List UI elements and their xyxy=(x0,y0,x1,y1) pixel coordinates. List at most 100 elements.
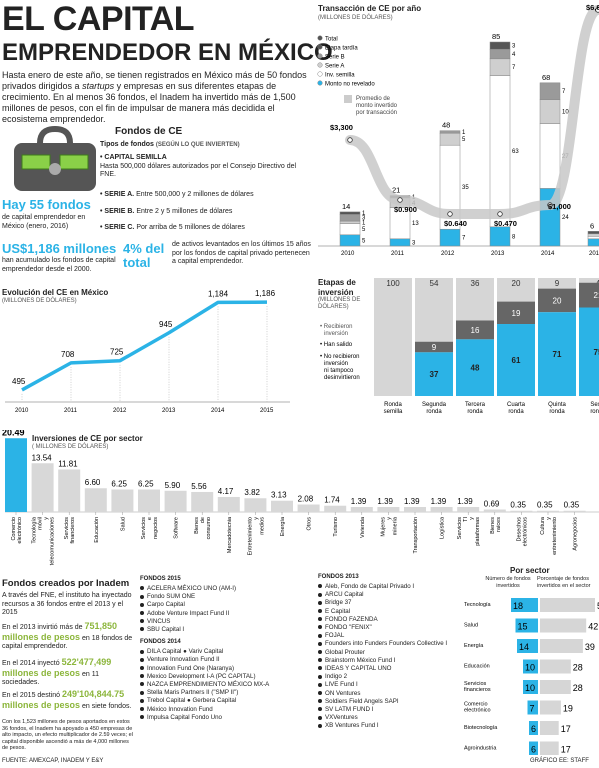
sector-bar xyxy=(5,438,27,512)
segment-label: 3 xyxy=(412,240,416,246)
monto-no-revelado-bar xyxy=(439,228,461,247)
sector-value-label: 1.39 xyxy=(351,497,367,506)
sector-bar xyxy=(324,505,347,512)
fund-item: SBU Capital I xyxy=(140,626,312,634)
sector-title: Inversiones de CE por sector xyxy=(32,434,143,443)
x-tick-label: ronda xyxy=(426,409,442,415)
num-bar xyxy=(527,700,538,715)
source-text: FUENTE: AMEXCAP, INADEM Y E&Y xyxy=(2,758,104,764)
total-label: 14 xyxy=(342,202,350,211)
sector-tick-group: Servicios financieros xyxy=(64,517,76,544)
legend-label: • No recibieron xyxy=(320,354,359,360)
sector-bar xyxy=(271,500,293,512)
sector-bar xyxy=(377,506,400,512)
sector-tick-group: Servicios TI y plataformas xyxy=(457,517,481,546)
segment-label: 1 xyxy=(362,220,366,226)
total-label: 68 xyxy=(542,73,550,82)
sector-tick-group: Bienes raíces xyxy=(490,517,502,534)
fund-item: ON Ventures xyxy=(318,690,478,698)
fund-item: FONDO FAZENDA xyxy=(318,616,478,624)
promedio-label: por transacción xyxy=(356,110,397,116)
legend-label: inversión xyxy=(324,331,348,337)
sector-tick-group: Servicios e negocios xyxy=(141,517,159,540)
fund-item: Brainstorm México Fund I xyxy=(318,657,478,665)
x-tick-label: semilla xyxy=(384,409,403,415)
no-recibieron-bar xyxy=(456,339,494,396)
sector-bar xyxy=(430,506,453,512)
pct-label: 42 xyxy=(588,622,598,632)
num-label: 6 xyxy=(531,745,536,755)
sector-value-label: 0.35 xyxy=(510,501,526,510)
segment-label: 4 xyxy=(512,52,516,58)
recibieron-bar xyxy=(456,278,494,321)
x-tick-label: 2013 xyxy=(491,251,505,257)
promedio-label: Promedio de xyxy=(356,96,391,102)
fund-item: VXVentures xyxy=(318,714,478,722)
x-tick-label: Quinta xyxy=(548,402,566,408)
sector-tick-label: Otros xyxy=(307,517,313,531)
serie-a-bar xyxy=(587,233,599,237)
num-label: 6 xyxy=(531,724,536,734)
fund-item: Innovation Fund One (Naranya) xyxy=(140,665,312,673)
legend-label: Etapa tardía xyxy=(325,46,358,52)
sector-tick-label: TI xyxy=(463,517,469,522)
sector-tick-label: móvil xyxy=(38,517,44,530)
trans-title: Transacción de CE por año xyxy=(318,4,422,13)
sector-bar xyxy=(138,489,160,512)
sector-tick-group: Energía xyxy=(280,516,286,536)
sector-tick-group: Transportación xyxy=(413,517,419,553)
sector-value-label: 1.39 xyxy=(377,497,393,506)
han-salido-bar xyxy=(579,282,599,308)
x-tick-label: 2011 xyxy=(64,408,78,414)
hay-fondos-desc: de capital emprendedor en México (enero,… xyxy=(2,214,86,230)
sector-tick-label: e xyxy=(147,517,153,520)
sector-tick-label: y xyxy=(44,517,50,520)
serie-b-bar xyxy=(339,214,361,222)
inv-semilla-bar xyxy=(489,75,511,228)
sector-value-label: 6.60 xyxy=(85,478,101,487)
sector-tick-label: Comercio xyxy=(11,517,17,541)
sector-tick-label: financieros xyxy=(70,517,76,544)
sector-value-label: 1.39 xyxy=(404,497,420,506)
sector-tick-group: Salud xyxy=(120,517,126,531)
segment-label: 8 xyxy=(512,234,516,240)
sector-tick-group: Educación xyxy=(94,517,100,543)
legend-label: Inv. semilla xyxy=(325,73,355,79)
num-label: 7 xyxy=(530,704,535,714)
segment-label: 20 xyxy=(553,296,562,305)
us-millones: US$1,186 millones xyxy=(2,241,117,256)
monto-no-revelado-bar xyxy=(389,238,411,247)
money-bag-icon xyxy=(14,125,96,191)
segment-label: 5 xyxy=(362,238,366,244)
sector-bar xyxy=(58,469,81,512)
total-label: 85 xyxy=(492,32,500,41)
num-bar xyxy=(529,721,538,735)
num-label: 10 xyxy=(525,683,535,693)
sector-tick-label: Salud xyxy=(120,517,126,531)
sector-value-label: 2.08 xyxy=(298,495,314,504)
sector-value-label: 4.17 xyxy=(218,487,234,496)
us-millones-desc: han acumulado los fondos de capital empr… xyxy=(2,257,116,273)
sector-bar xyxy=(111,489,134,512)
num-label: 18 xyxy=(513,601,523,611)
avg-point xyxy=(497,211,503,217)
total-label: 21 xyxy=(392,186,400,195)
inv-semilla-bar xyxy=(587,236,599,240)
fund-item: VINCUS xyxy=(140,618,312,626)
sector-bar xyxy=(191,491,214,512)
fund-item: FOJAL xyxy=(318,632,478,640)
x-tick-label: Tercera xyxy=(465,402,486,408)
segment-label: 75 xyxy=(594,348,599,357)
porsector-chart: Tecnología 18 50 Salud 15 42 Energía 14 39 Educac… xyxy=(464,598,599,755)
sector-value-label: 13.54 xyxy=(32,453,53,462)
num-bar xyxy=(515,618,538,633)
fund-item: NAZCA EMPRENDIMIENTO MÉXICO MX-A xyxy=(140,681,312,689)
segment-label: 3 xyxy=(512,44,516,50)
recibieron-bar xyxy=(415,278,453,342)
legend-label: Monto no revelado xyxy=(325,82,375,88)
sector-tick-label: Educación xyxy=(94,517,100,543)
sector-name: Energía xyxy=(464,643,484,649)
tipos-fondos: Tipos de fondos (SEGÚN LO QUE INVIERTEN) xyxy=(100,141,240,148)
sector-tick-label: Transportación xyxy=(413,517,419,553)
no-recibieron-bar xyxy=(538,312,576,396)
